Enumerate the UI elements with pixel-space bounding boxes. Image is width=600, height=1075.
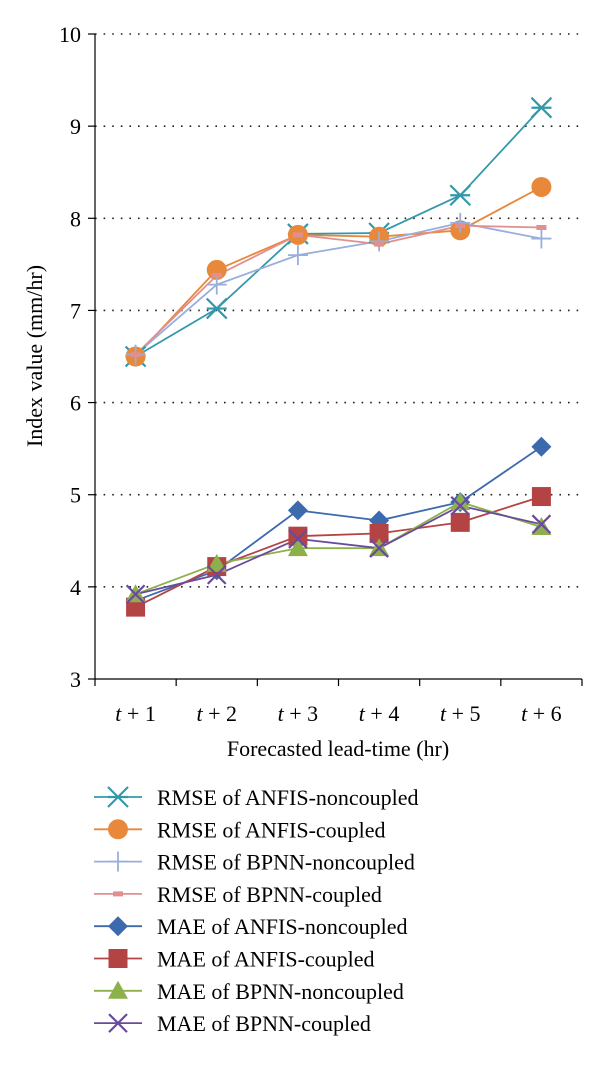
series-lines	[134, 107, 543, 608]
series-line	[135, 107, 543, 358]
data-point	[211, 272, 222, 278]
axes: 3 4 5 6 7 8 9 10 t + 1 t + 2 t + 3 t + 4 t + 5 t + 6	[59, 22, 583, 726]
y-tick-label: 10	[59, 22, 81, 47]
x-tick-label: t + 3	[278, 701, 319, 726]
x-tick-label: t + 6	[521, 701, 562, 726]
data-point	[449, 184, 472, 207]
x-tick-label: t + 5	[440, 701, 481, 726]
y-tick-label: 9	[70, 114, 81, 139]
data-point	[450, 212, 471, 233]
series-line	[135, 501, 542, 596]
legend-item: RMSE of BPNN-noncoupled	[94, 850, 415, 875]
y-tick-label: 6	[70, 391, 81, 416]
data-point	[130, 352, 141, 358]
x-tick-label: t + 4	[359, 701, 400, 726]
data-point	[369, 231, 390, 252]
series-line	[134, 224, 542, 356]
series-line	[134, 186, 542, 358]
series-line	[135, 495, 542, 608]
data-point	[126, 597, 146, 617]
data-point	[531, 176, 552, 197]
legend-marker	[108, 949, 128, 968]
legend-label: RMSE of ANFIS-coupled	[157, 817, 386, 842]
legend-label: RMSE of ANFIS-noncoupled	[157, 785, 419, 810]
series-line	[135, 446, 542, 602]
data-point	[292, 232, 303, 238]
data-point	[530, 96, 553, 119]
data-point	[288, 526, 308, 546]
y-axis-title: Index value (mm/hr)	[22, 265, 47, 447]
legend-marker	[108, 916, 128, 937]
legend-item: RMSE of BPNN-coupled	[94, 882, 382, 907]
data-point	[450, 495, 471, 516]
legend-label: MAE of ANFIS-noncoupled	[157, 914, 408, 939]
x-axis-title: Forecasted lead-time (hr)	[227, 736, 449, 761]
data-point	[287, 245, 308, 266]
data-point	[531, 487, 551, 507]
data-point	[369, 538, 389, 558]
data-point	[205, 297, 228, 320]
legend-item: RMSE of ANFIS-coupled	[94, 817, 386, 842]
legend-label: MAE of BPNN-noncoupled	[157, 979, 404, 1004]
y-tick-label: 5	[70, 483, 81, 508]
data-point	[369, 523, 389, 543]
legend-item: MAE of ANFIS-noncoupled	[94, 914, 408, 939]
legend: RMSE of ANFIS-noncoupled RMSE of ANFIS-co…	[94, 785, 419, 1036]
data-point	[206, 565, 227, 585]
legend-marker	[108, 819, 128, 840]
y-tick-label: 3	[70, 667, 81, 692]
legend-item: MAE of BPNN-noncoupled	[94, 979, 404, 1004]
y-tick-label: 4	[70, 575, 81, 600]
data-point	[287, 500, 308, 521]
data-point	[450, 492, 471, 511]
data-point	[287, 538, 308, 557]
legend-item: MAE of ANFIS-coupled	[94, 947, 375, 972]
legend-marker	[113, 891, 123, 897]
legend-label: RMSE of BPNN-noncoupled	[157, 850, 415, 875]
y-tick-label: 8	[70, 206, 81, 231]
data-point	[455, 223, 466, 229]
legend-marker	[108, 851, 128, 872]
data-point	[536, 225, 547, 230]
legend-marker	[108, 1013, 128, 1033]
data-point	[288, 529, 308, 549]
data-point	[206, 553, 227, 572]
legend-marker	[107, 786, 129, 808]
legend-label: RMSE of BPNN-coupled	[157, 882, 382, 907]
x-tick-label: t + 1	[115, 701, 156, 726]
data-point	[206, 274, 227, 295]
data-point	[531, 228, 552, 249]
data-point	[531, 436, 552, 457]
grid-lines	[95, 33, 582, 588]
series-line	[135, 221, 542, 356]
series-line	[135, 504, 542, 596]
legend-label: MAE of ANFIS-coupled	[157, 947, 375, 972]
y-tick-label: 7	[70, 298, 81, 323]
data-point	[374, 241, 385, 247]
legend-marker	[108, 980, 128, 999]
data-point	[450, 512, 470, 532]
legend-label: MAE of BPNN-coupled	[157, 1011, 371, 1036]
legend-item: MAE of BPNN-coupled	[94, 1011, 371, 1036]
data-point	[125, 584, 146, 605]
data-point	[531, 514, 552, 534]
x-tick-label: t + 2	[196, 701, 237, 726]
legend-item: RMSE of ANFIS-noncoupled	[94, 785, 419, 810]
series-markers	[124, 96, 553, 617]
